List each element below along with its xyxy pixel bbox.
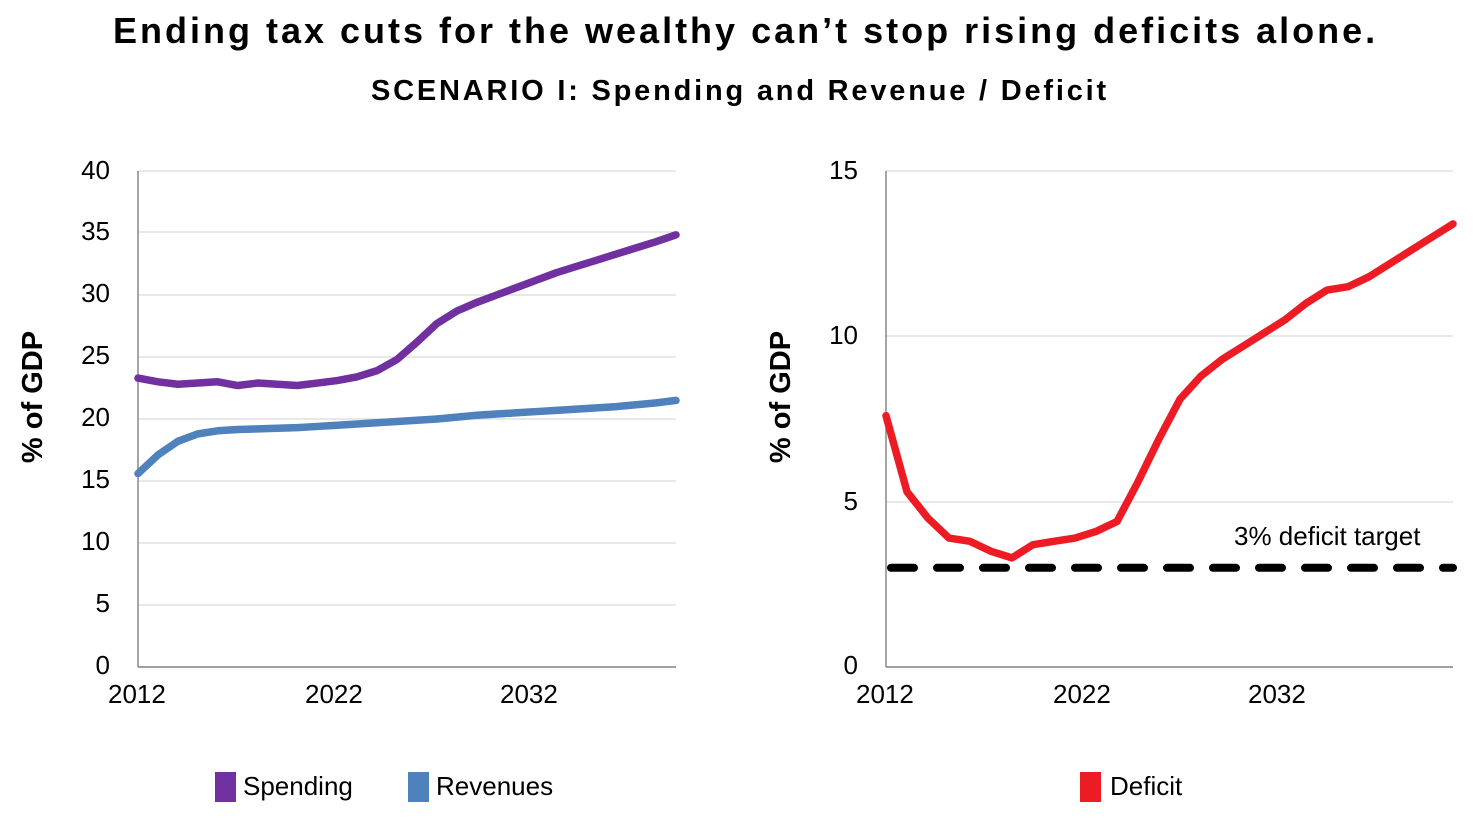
svg-text:2022: 2022 <box>305 679 363 709</box>
svg-text:2032: 2032 <box>1248 679 1306 709</box>
svg-text:Revenues: Revenues <box>436 771 553 801</box>
svg-text:3% deficit target: 3% deficit target <box>1234 521 1421 551</box>
svg-text:2022: 2022 <box>1053 679 1111 709</box>
svg-text:2012: 2012 <box>108 679 166 709</box>
svg-text:Deficit: Deficit <box>1110 771 1183 801</box>
svg-text:15: 15 <box>829 155 858 185</box>
svg-text:2032: 2032 <box>500 679 558 709</box>
svg-text:5: 5 <box>844 486 858 516</box>
svg-text:0: 0 <box>844 650 858 680</box>
svg-text:25: 25 <box>81 340 110 370</box>
svg-text:% of GDP: % of GDP <box>17 331 49 463</box>
svg-text:40: 40 <box>81 155 110 185</box>
svg-text:Spending: Spending <box>243 771 353 801</box>
svg-text:35: 35 <box>81 216 110 246</box>
svg-text:20: 20 <box>81 402 110 432</box>
svg-text:2012: 2012 <box>856 679 914 709</box>
svg-text:15: 15 <box>81 464 110 494</box>
svg-text:5: 5 <box>96 588 110 618</box>
svg-text:30: 30 <box>81 278 110 308</box>
svg-text:0: 0 <box>96 650 110 680</box>
svg-text:10: 10 <box>829 320 858 350</box>
svg-text:% of GDP: % of GDP <box>765 331 797 463</box>
svg-text:10: 10 <box>81 526 110 556</box>
